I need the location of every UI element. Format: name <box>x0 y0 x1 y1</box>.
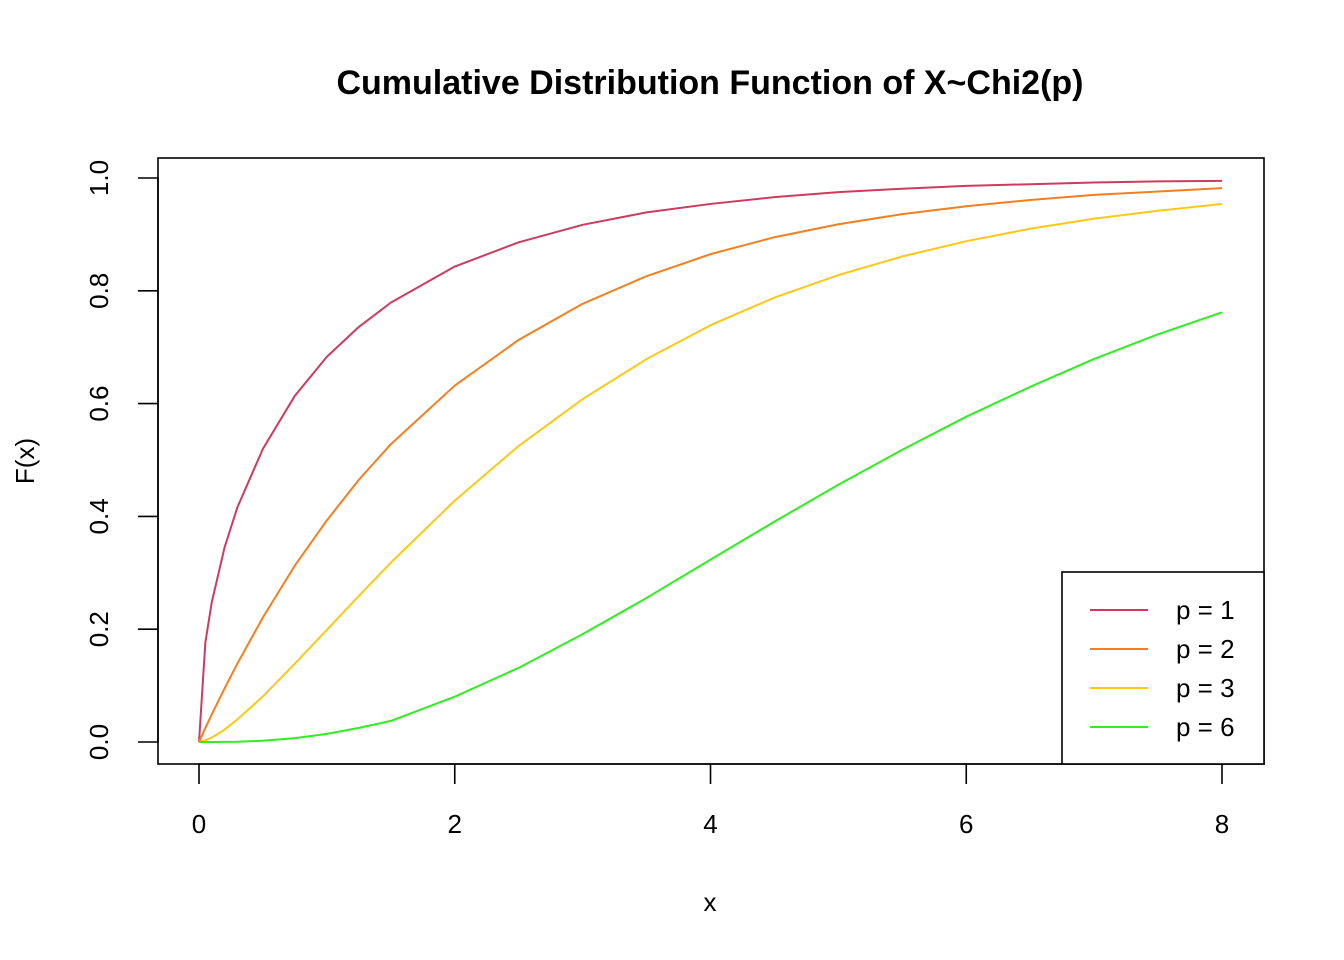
series-line-1 <box>198 179 1223 743</box>
y-tick-label: 0.8 <box>84 273 114 309</box>
legend-label: p = 2 <box>1176 634 1235 664</box>
legend-label: p = 6 <box>1176 712 1235 742</box>
legend-label: p = 1 <box>1176 595 1235 625</box>
y-tick-label: 0.6 <box>84 386 114 422</box>
chart-title: Cumulative Distribution Function of X~Ch… <box>336 64 1083 102</box>
y-axis: 0.0 0.2 0.4 0.6 0.8 1.0 <box>84 160 159 760</box>
y-axis-label: F(x) <box>10 438 40 484</box>
x-tick-label: 2 <box>448 809 462 839</box>
x-axis-label: x <box>704 887 717 917</box>
y-tick-label: 0.0 <box>84 724 114 760</box>
y-tick-label: 0.2 <box>84 611 114 647</box>
x-tick-label: 4 <box>703 809 717 839</box>
series-line-3 <box>198 202 1223 743</box>
y-tick-label: 0.4 <box>84 498 114 534</box>
legend-box <box>1061 571 1265 765</box>
x-tick-label: 0 <box>192 809 206 839</box>
series-lines <box>198 179 1223 743</box>
series-line-4 <box>199 311 1223 743</box>
x-tick-label: 6 <box>959 809 973 839</box>
series-line-2 <box>198 187 1223 743</box>
y-tick-label: 1.0 <box>84 160 114 196</box>
legend-label: p = 3 <box>1176 673 1235 703</box>
legend: p = 1 p = 2 p = 3 p = 6 <box>1061 571 1265 765</box>
x-axis: 0 2 4 6 8 <box>192 763 1229 839</box>
x-tick-label: 8 <box>1215 809 1229 839</box>
